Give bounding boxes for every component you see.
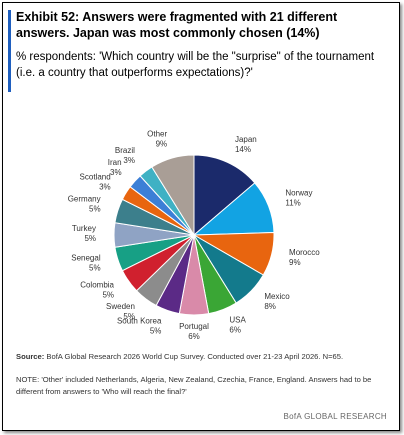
slice-label: Colombia: [80, 281, 114, 290]
exhibit: Exhibit 52: Answers were fragmented with…: [2, 2, 400, 431]
slice-label: Scotland: [80, 172, 111, 181]
slice-label: USA: [229, 315, 246, 324]
accent-bar: [8, 10, 11, 92]
slice-label: Iran: [108, 158, 122, 167]
slice-label: Senegal: [71, 254, 101, 263]
slice-value-label: 5%: [89, 264, 101, 273]
brand: BofA GLOBAL RESEARCH: [283, 412, 387, 421]
slice-label: Germany: [68, 194, 101, 203]
slice-label: Sweden: [106, 302, 135, 311]
slice-label: Japan: [235, 135, 257, 144]
pie-chart: Japan14%Norway11%Morocco9%Mexico8%USA6%P…: [68, 130, 321, 341]
slice-label: Brazil: [115, 146, 135, 155]
slice-value-label: 3%: [110, 168, 122, 177]
note: NOTE: 'Other' included Netherlands, Alge…: [16, 375, 372, 396]
slice-value-label: 5%: [102, 291, 114, 300]
slice-label: Morocco: [289, 248, 320, 257]
pie-slice: [193, 154, 256, 237]
slice-value-label: 3%: [99, 182, 111, 191]
slice-value-label: 3%: [123, 156, 135, 165]
chart-subtitle: % respondents: 'Which country will be th…: [16, 51, 375, 79]
slice-value-label: 5%: [84, 234, 96, 243]
slice-label: Other: [147, 130, 167, 139]
slice-label: South Korea: [117, 316, 162, 325]
slice-value-label: 14%: [235, 145, 251, 154]
slice-value-label: 9%: [156, 140, 168, 149]
slice-value-label: 5%: [89, 204, 101, 213]
source-text: BofA Global Research 2026 World Cup Surv…: [46, 352, 344, 361]
slice-value-label: 5%: [150, 326, 162, 335]
slice-label: Mexico: [264, 292, 290, 301]
slice-value-label: 6%: [229, 325, 241, 334]
slice-label: Turkey: [72, 224, 96, 233]
source-label: Source:: [16, 352, 45, 361]
source: Source: BofA Global Research 2026 World …: [16, 352, 392, 361]
pie-slice: [151, 154, 195, 237]
chart-title: Exhibit 52: Answers were fragmented with…: [16, 10, 338, 40]
slice-value-label: 9%: [289, 258, 301, 267]
slice-value-label: 11%: [285, 199, 300, 208]
slice-value-label: 5%: [123, 312, 135, 321]
slice-label: Norway: [285, 189, 312, 198]
slice-label: Portugal: [179, 322, 209, 331]
slice-value-label: 6%: [188, 332, 200, 341]
slice-value-label: 8%: [264, 302, 276, 311]
